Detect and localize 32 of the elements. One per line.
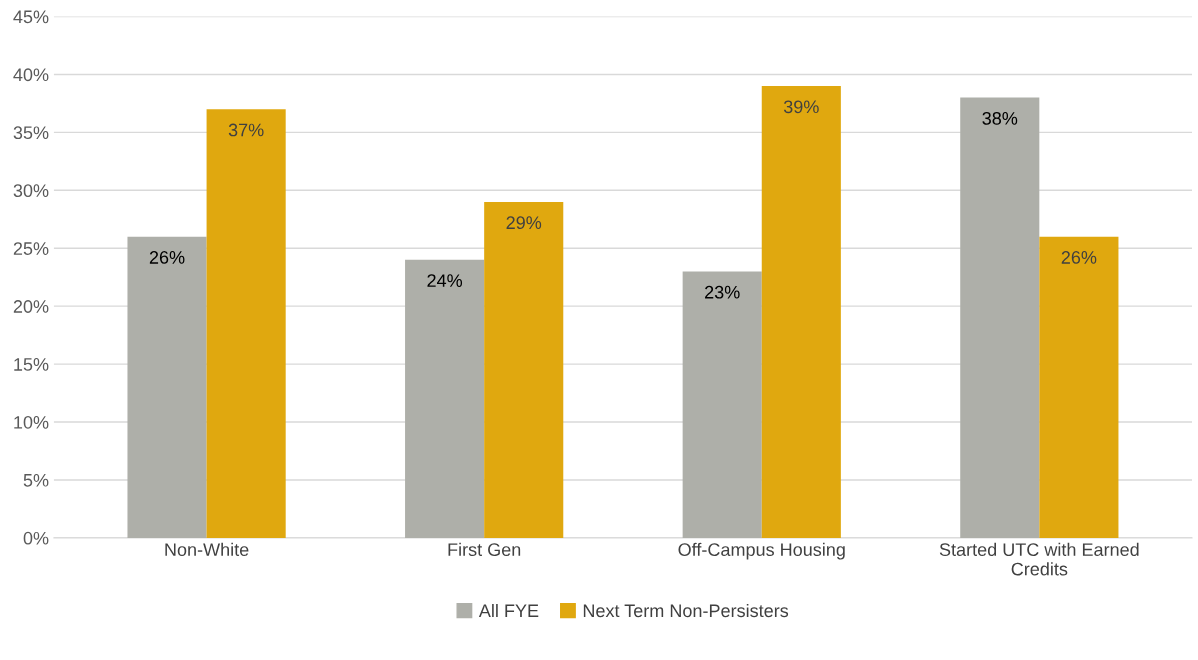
data-label: 23% (705, 285, 740, 299)
x-tick-label: Non-White (165, 542, 249, 557)
data-label: 26% (149, 251, 185, 264)
y-tick-label: 30% (13, 184, 49, 198)
x-tick-label: First Gen (448, 542, 521, 557)
y-tick-label: 15% (14, 358, 49, 371)
data-label: 38% (982, 111, 1018, 125)
y-tick-label: 10% (14, 415, 49, 429)
data-label: 37% (228, 123, 264, 137)
y-tick-label: 35% (13, 126, 49, 140)
bar (206, 109, 286, 538)
x-tick-label: Off-Campus Housing (678, 542, 845, 560)
legend-label: All FYE (478, 603, 539, 617)
bar (960, 97, 1040, 538)
y-tick-label: 20% (13, 300, 49, 313)
y-tick-label: 0% (23, 531, 49, 545)
y-tick-label: 5% (23, 473, 49, 487)
bar (1039, 236, 1119, 538)
bar (682, 271, 762, 538)
data-label: 24% (427, 274, 463, 287)
bar (484, 201, 564, 538)
data-label: 26% (1061, 251, 1097, 264)
bar (761, 86, 841, 538)
bar (405, 259, 485, 538)
data-label: 29% (506, 216, 542, 230)
y-tick-label: 45% (13, 10, 49, 24)
data-label: 39% (783, 100, 819, 114)
legend-label: Next Term Non-Persisters (583, 603, 789, 618)
y-tick-label: 25% (13, 242, 49, 255)
x-tick-label: Started UTC with Earned Credits (939, 542, 1139, 576)
y-tick-label: 40% (13, 68, 49, 82)
bar (127, 236, 207, 538)
